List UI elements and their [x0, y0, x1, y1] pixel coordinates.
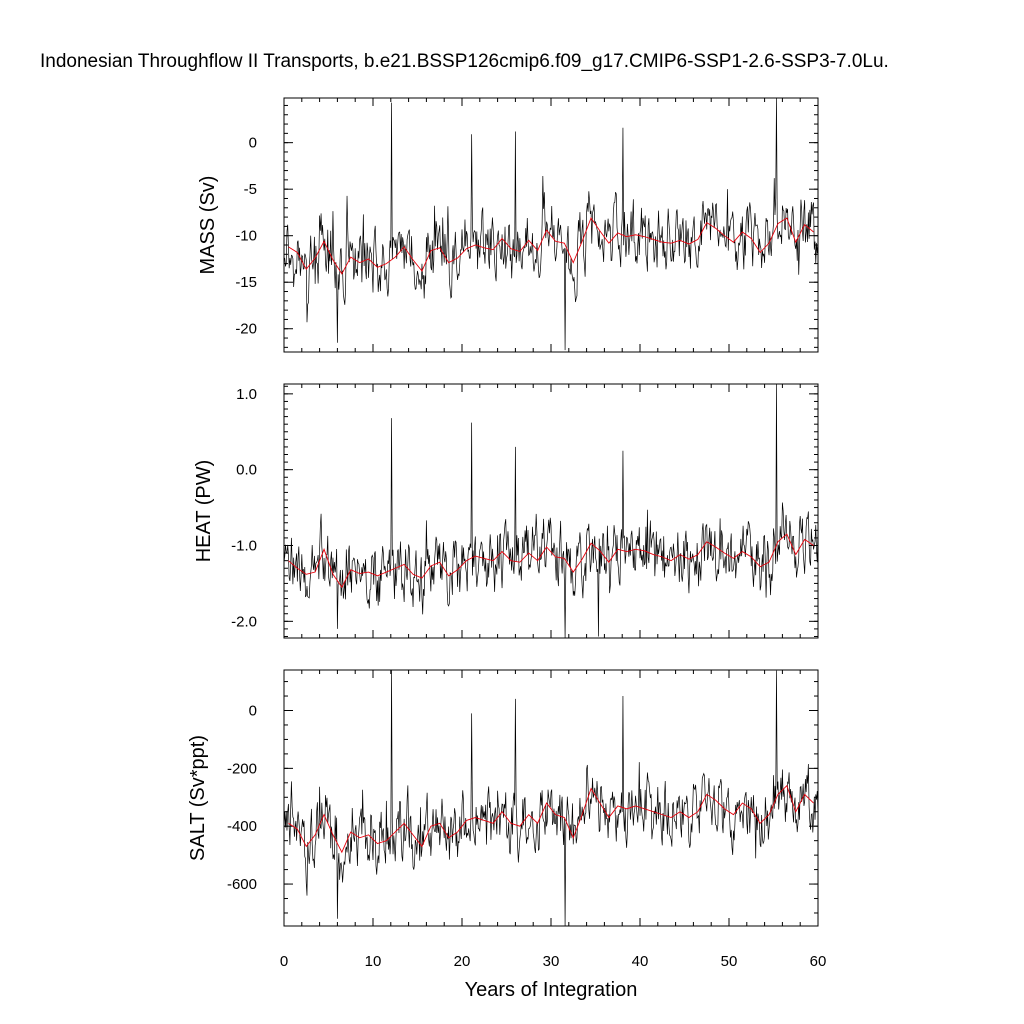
y-tick-label: -1.0: [231, 537, 257, 554]
monthly-series-line: [284, 98, 818, 351]
salt-panel: SALT (Sv*ppt) 0 -200 -400 -600: [187, 669, 819, 927]
salt-y-axis-label: SALT (Sv*ppt): [187, 735, 209, 861]
y-tick-label: 0: [249, 702, 257, 719]
y-tick-label: 1.0: [236, 386, 257, 403]
x-tick-label: 40: [632, 953, 649, 970]
heat-panel: HEAT (PW) 1.0 0.0 -1.0 -2.0: [193, 383, 819, 639]
x-tick-label: 60: [810, 953, 827, 970]
y-tick-label: -20: [235, 321, 257, 338]
annual-mean-series-line: [288, 533, 814, 589]
y-tick-label: -400: [227, 818, 257, 835]
x-tick-label: 30: [543, 953, 560, 970]
annual-mean-series-line: [288, 784, 814, 854]
x-tick-label: 20: [454, 953, 471, 970]
annual-mean-series-line: [288, 217, 814, 275]
x-axis: 0 10 20 30 40 50 60: [280, 953, 827, 970]
y-tick-label: -10: [235, 228, 257, 245]
x-tick-label: 0: [280, 953, 288, 970]
x-tick-label: 50: [721, 953, 738, 970]
y-tick-label: -5: [244, 181, 257, 198]
y-tick-label: 0.0: [236, 462, 257, 479]
x-tick-label: 10: [365, 953, 382, 970]
y-tick-label: -200: [227, 760, 257, 777]
plot-frame: [283, 383, 819, 639]
heat-y-axis-label: HEAT (PW): [193, 460, 215, 563]
x-axis-label: Years of Integration: [465, 979, 638, 1001]
monthly-series-line: [284, 384, 818, 638]
mass-y-axis-label: MASS (Sv): [197, 176, 219, 275]
y-tick-label: -600: [227, 876, 257, 893]
monthly-series-line: [284, 670, 818, 926]
y-tick-label: -15: [235, 274, 257, 291]
y-tick-label: 0: [249, 135, 257, 152]
y-tick-label: -2.0: [231, 613, 257, 630]
mass-panel: MASS (Sv) 0 -5 -10 -15 -20: [197, 97, 819, 353]
chart-title: Indonesian Throughflow II Transports, b.…: [40, 51, 889, 72]
